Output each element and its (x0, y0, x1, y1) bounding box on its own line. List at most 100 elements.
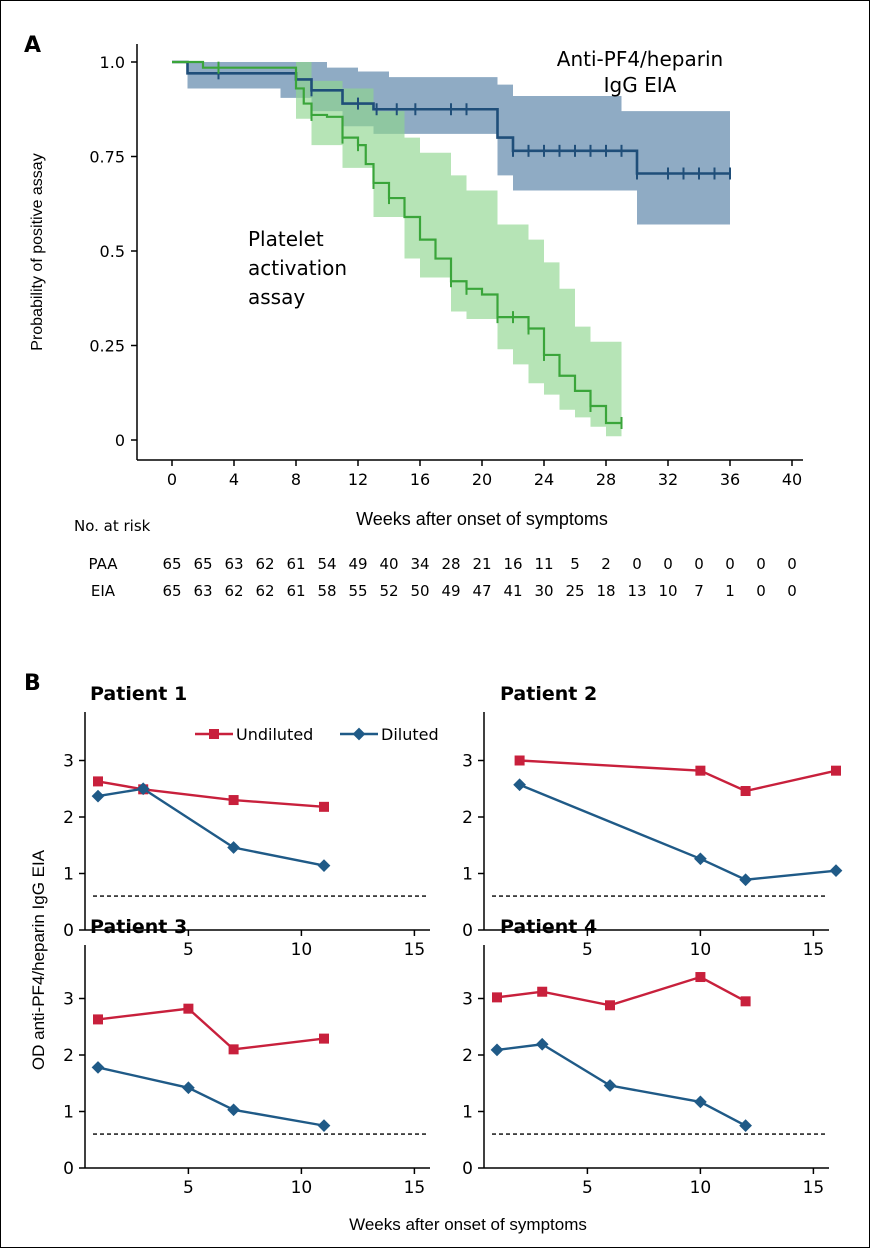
risk-cell: 0 (694, 555, 704, 573)
diluted-point (317, 859, 331, 872)
undiluted-line (97, 780, 325, 809)
diluted-point (739, 1119, 752, 1132)
legend-undiluted-label: Undiluted (236, 725, 313, 744)
risk-cell: 7 (694, 582, 704, 600)
diluted-line (519, 783, 837, 881)
risk-cell: 34 (410, 555, 429, 573)
patient-x-tick-label: 10 (291, 1178, 313, 1198)
risk-cell: 0 (787, 555, 797, 573)
risk-cell: 30 (534, 582, 553, 600)
risk-cell: 25 (565, 582, 584, 600)
patient-x-tick-label: 5 (582, 1178, 593, 1198)
risk-cell: 13 (627, 582, 646, 600)
km-y-tick-label: 0.25 (89, 337, 125, 356)
patient-x-tick-label: 5 (582, 940, 593, 960)
diluted-point (91, 1061, 105, 1074)
risk-cell: 62 (224, 582, 243, 600)
diluted-line (97, 1066, 325, 1127)
patient-title: Patient 2 (500, 683, 597, 705)
panel-a-label: A (24, 33, 41, 58)
risk-cell: 0 (632, 555, 642, 573)
km-x-tick-label: 32 (658, 470, 678, 489)
risk-cell: 65 (193, 555, 212, 573)
diluted-point (227, 1103, 240, 1117)
undiluted-line (97, 1007, 325, 1051)
risk-cell: 62 (255, 555, 274, 573)
km-x-tick-label: 36 (720, 470, 740, 489)
patient-y-tick-label: 3 (462, 990, 473, 1010)
diluted-point (535, 1037, 549, 1051)
risk-cell: 52 (379, 582, 398, 600)
patient-y-tick-label: 1 (63, 1103, 74, 1123)
km-censor-marks (217, 61, 731, 429)
patient-y-tick-label: 1 (462, 1103, 473, 1123)
km-y-tick-label: 0.75 (89, 148, 125, 167)
patient-y-tick-label: 0 (63, 1159, 74, 1179)
km-x-tick-label: 20 (472, 470, 492, 489)
risk-cell: 61 (286, 582, 305, 600)
legend-diluted-marker (352, 727, 366, 741)
risk-cell: 63 (224, 555, 243, 573)
patient-x-tick-label: 15 (404, 1178, 426, 1198)
undiluted-point (740, 786, 751, 797)
risk-cell: 65 (162, 582, 181, 600)
risk-cell: 16 (503, 555, 522, 573)
diluted-point (739, 873, 752, 887)
km-x-tick-label: 16 (410, 470, 430, 489)
km-x-tick-label: 28 (596, 470, 616, 489)
risk-table: PAA 65 65 63 62 61 54 49 40 34 28 21 16 11 5 2 0 0 0 0 0 0EIA… (88, 555, 796, 600)
km-y-tick-label: 0.5 (100, 242, 125, 261)
undiluted-line (496, 975, 747, 1007)
risk-cell: 10 (658, 582, 677, 600)
undiluted-point (228, 1044, 239, 1055)
undiluted-point (537, 986, 548, 997)
km-x-tick-label: 4 (229, 470, 239, 489)
diluted-point (829, 864, 843, 878)
patient-y-tick-label: 0 (462, 1159, 473, 1179)
patient-y-tick-label: 2 (462, 1046, 473, 1066)
risk-cell: 28 (441, 555, 460, 573)
risk-cell: 50 (410, 582, 429, 600)
patient-title: Patient 4 (500, 916, 597, 938)
risk-cell: 62 (255, 582, 274, 600)
risk-cell: 40 (379, 555, 398, 573)
undiluted-point (228, 795, 239, 806)
undiluted-line (519, 759, 837, 793)
paa-ci-band (172, 62, 622, 437)
patient-y-tick-label: 1 (462, 865, 473, 885)
undiluted-point (93, 776, 103, 787)
risk-cell: 54 (317, 555, 336, 573)
risk-cell: 0 (756, 555, 766, 573)
legend-diluted-label: Diluted (381, 725, 439, 744)
patient-x-tick-label: 5 (183, 1178, 194, 1198)
risk-cell: 58 (317, 582, 336, 600)
patient-y-tick-label: 1 (63, 865, 74, 885)
undiluted-point (695, 972, 706, 983)
patient-y-tick-label: 0 (63, 921, 74, 941)
patient-panel-3: Patient 3 0 1 2 3 5 10 15 (63, 916, 430, 1198)
annotation-eia-line2: IgG EIA (604, 73, 677, 97)
undiluted-point (183, 1003, 194, 1014)
patient-y-tick-label: 0 (462, 921, 473, 941)
annotation-eia-line1: Anti-PF4/heparin (557, 47, 723, 71)
km-axes: 0 0.25 0.5 0.75 1.0 0 4 8 12 16 20 24 28 32 36 40 (89, 44, 803, 489)
risk-cell: 63 (193, 582, 212, 600)
risk-cell: 65 (162, 555, 181, 573)
undiluted-point (831, 765, 841, 776)
risk-cell: 21 (472, 555, 491, 573)
km-y-tick-label: 0 (115, 431, 125, 450)
patient-x-tick-label: 10 (291, 940, 313, 960)
diluted-point (227, 841, 240, 854)
risk-cell: 0 (756, 582, 766, 600)
risk-cell: 49 (348, 555, 367, 573)
km-x-tick-label: 40 (782, 470, 802, 489)
diluted-point (182, 1081, 195, 1095)
risk-row-label: EIA (91, 582, 116, 600)
legend: Undiluted Diluted (195, 725, 439, 744)
annotation-paa-line2: activation (248, 256, 347, 280)
patient-y-tick-label: 2 (63, 808, 74, 828)
undiluted-point (93, 1014, 103, 1025)
patient-title: Patient 3 (90, 916, 187, 938)
